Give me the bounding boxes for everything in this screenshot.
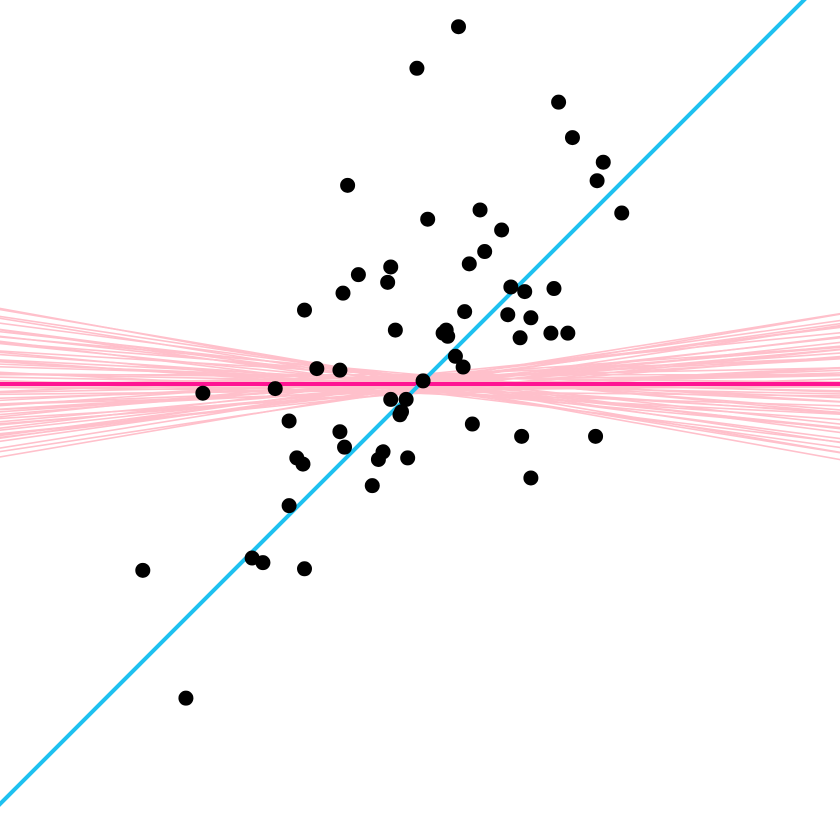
data-point <box>383 259 399 275</box>
data-point <box>281 413 297 429</box>
data-point <box>335 285 351 301</box>
data-point <box>267 381 283 397</box>
data-point <box>595 154 611 170</box>
data-point <box>503 279 519 295</box>
data-point <box>340 177 356 193</box>
data-point <box>255 555 271 571</box>
data-point <box>337 439 353 455</box>
points-layer <box>135 19 630 706</box>
data-point <box>451 19 466 35</box>
data-point <box>332 424 348 440</box>
data-point <box>332 362 348 378</box>
data-point <box>297 302 312 318</box>
data-point <box>178 690 194 706</box>
data-point <box>297 561 312 577</box>
data-point <box>281 498 297 514</box>
data-point <box>370 451 386 467</box>
data-point <box>500 307 516 323</box>
data-point <box>551 94 567 110</box>
data-point <box>472 202 488 218</box>
data-point <box>135 562 151 578</box>
data-point <box>387 322 403 338</box>
data-point <box>523 470 539 486</box>
data-point <box>309 361 325 377</box>
permutation-line <box>0 386 840 397</box>
data-point <box>440 328 456 344</box>
data-point <box>546 281 562 297</box>
permutation-line <box>0 371 840 416</box>
data-point <box>350 267 366 283</box>
data-point <box>523 310 539 326</box>
data-point <box>383 391 399 407</box>
data-point <box>517 284 533 300</box>
data-point <box>560 325 576 341</box>
data-point <box>543 325 559 341</box>
data-point <box>589 173 605 189</box>
data-point <box>195 385 211 401</box>
data-point <box>392 407 408 423</box>
data-point <box>461 256 477 272</box>
data-point <box>514 428 530 444</box>
data-point <box>564 130 580 146</box>
data-point <box>415 373 431 389</box>
data-point <box>380 274 396 290</box>
data-point <box>364 478 380 494</box>
data-point <box>512 330 528 346</box>
data-point <box>614 205 630 221</box>
data-point <box>494 222 510 238</box>
data-point <box>455 359 471 375</box>
data-point <box>400 450 416 466</box>
data-point <box>464 416 480 432</box>
data-point <box>588 428 604 444</box>
data-point <box>447 348 463 364</box>
data-point <box>420 211 436 227</box>
data-point <box>477 244 493 260</box>
data-point <box>409 60 425 76</box>
data-point <box>398 391 414 407</box>
data-point <box>295 456 311 472</box>
data-point <box>457 304 473 320</box>
